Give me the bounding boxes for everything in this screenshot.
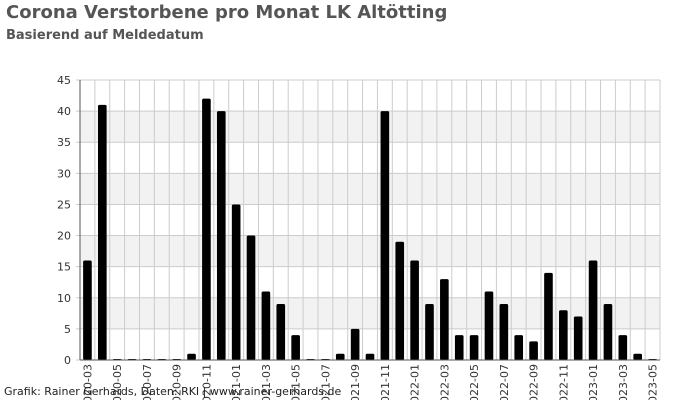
bar-2023-01 xyxy=(588,260,598,360)
x-tick-label: 2023-03 xyxy=(617,364,630,400)
grid-band xyxy=(80,297,660,329)
x-tick-label: 2023-01 xyxy=(587,364,600,400)
x-tick-label: 2022-07 xyxy=(498,364,511,400)
grid-band xyxy=(80,173,660,205)
bar-2021-01 xyxy=(231,204,241,360)
bar-2022-05 xyxy=(469,335,479,360)
bar-2020-10 xyxy=(187,353,196,360)
y-tick-label: 20 xyxy=(57,230,71,243)
vertical-gridlines xyxy=(79,80,661,360)
y-tick-label: 5 xyxy=(64,323,71,336)
x-tick-label: 2022-05 xyxy=(468,364,481,400)
bar-2021-04 xyxy=(276,304,286,360)
bar-2021-08 xyxy=(335,353,345,360)
y-tick-label: 45 xyxy=(57,74,71,87)
bar-2022-12 xyxy=(573,316,583,360)
x-tick-label: 2023-05 xyxy=(647,364,660,400)
source-credit: Grafik: Rainer Gerhards, Daten: RKI | ww… xyxy=(4,385,342,398)
x-tick-label: 2022-09 xyxy=(528,364,541,400)
x-tick-label: 2022-01 xyxy=(409,364,422,400)
y-tick-label: 15 xyxy=(57,261,71,274)
x-tick-label: 2021-07 xyxy=(319,364,332,400)
y-tick-label: 25 xyxy=(57,198,71,211)
bar-2021-05 xyxy=(291,335,300,360)
x-tick-label: 2021-11 xyxy=(379,364,392,400)
x-tick-label: 2020-09 xyxy=(171,364,184,400)
bar-2023-02 xyxy=(603,304,613,360)
bar-2022-07 xyxy=(499,304,509,360)
x-tick-label: 2022-11 xyxy=(557,364,570,400)
bar-2021-09 xyxy=(350,328,360,360)
bar-2020-04 xyxy=(97,104,107,360)
bar-2021-10 xyxy=(365,353,375,360)
bar-2022-08 xyxy=(514,335,524,360)
chart-subtitle: Basierend auf Meldedatum xyxy=(6,28,204,43)
bar-2022-06 xyxy=(484,291,494,360)
bar-2022-04 xyxy=(454,335,464,360)
bar-2020-03 xyxy=(83,260,92,360)
bars xyxy=(83,98,657,361)
grid-band xyxy=(80,235,660,267)
bar-2023-03 xyxy=(618,335,628,360)
x-tick-label: 2021-03 xyxy=(260,364,273,400)
bar-2023-04 xyxy=(633,353,643,360)
y-tick-label: 10 xyxy=(57,292,71,305)
bar-2020-11 xyxy=(202,98,211,361)
x-tick-label: 2022-03 xyxy=(438,364,451,400)
bar-2022-03 xyxy=(440,279,449,360)
bar-2021-03 xyxy=(261,291,271,360)
bar-2021-12 xyxy=(395,241,405,360)
background-bands xyxy=(80,111,660,329)
y-tick-label: 30 xyxy=(57,167,71,180)
bar-2021-02 xyxy=(246,235,256,360)
bar-2020-12 xyxy=(216,111,226,360)
x-tick-label: 2021-05 xyxy=(290,364,303,400)
y-tick-label: 40 xyxy=(57,105,71,118)
chart-title: Corona Verstorbene pro Monat LK Altöttin… xyxy=(6,2,448,23)
y-tick-label: 0 xyxy=(64,354,71,367)
bar-2022-11 xyxy=(559,310,568,360)
y-tick-label: 35 xyxy=(57,136,71,149)
bar-2022-09 xyxy=(529,341,538,360)
bar-2022-10 xyxy=(544,272,553,360)
x-tick-label: 2020-05 xyxy=(111,364,124,400)
x-tick-label: 2021-01 xyxy=(230,364,243,400)
x-tick-label: 2020-11 xyxy=(200,364,213,400)
x-tick-label: 2021-09 xyxy=(349,364,362,400)
x-tick-label: 2020-07 xyxy=(141,364,154,400)
x-axis: 2020-03 2020-05 2020-07 2020-09 2020-11 2021-… xyxy=(80,359,660,400)
x-tick-label: 2020-03 xyxy=(81,364,94,400)
grid-band xyxy=(80,111,660,143)
bar-2022-02 xyxy=(425,304,434,360)
y-axis: 0 5 10 15 20 25 30 35 40 45 xyxy=(57,74,81,367)
bar-2022-01 xyxy=(410,260,419,360)
bar-2021-11 xyxy=(380,111,390,360)
